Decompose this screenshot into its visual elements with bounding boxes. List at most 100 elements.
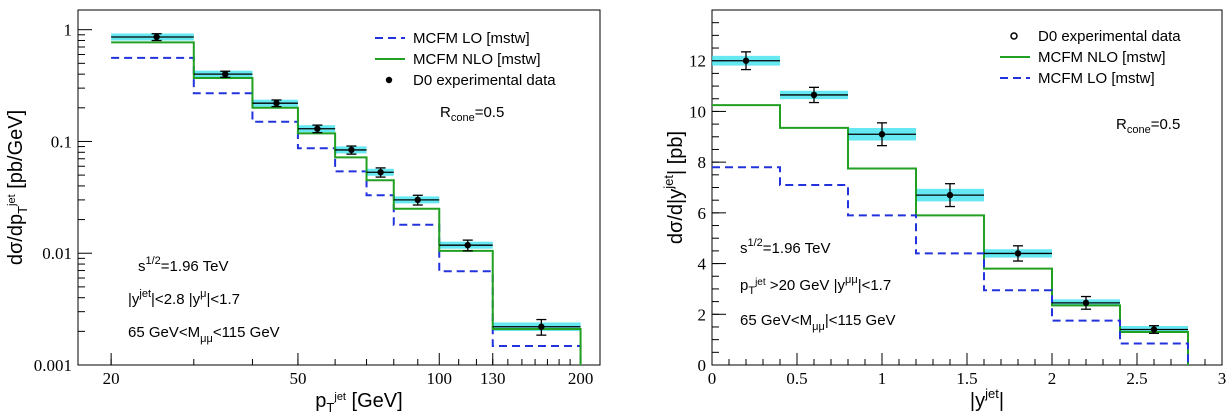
cut1-c: |<1.7 bbox=[858, 277, 892, 294]
y-axis-label: dσ/dpTjet [pb/GeV] bbox=[5, 110, 30, 265]
energy-tail: =1.96 TeV bbox=[763, 240, 831, 257]
y-axis-label-tail: | [pb] bbox=[665, 131, 687, 175]
data-point bbox=[273, 99, 280, 107]
cut1-a-sup: jet bbox=[754, 277, 766, 288]
cut2-b: <115 GeV bbox=[213, 324, 280, 341]
energy-sup: 1/2 bbox=[748, 237, 763, 249]
data-point bbox=[946, 191, 954, 199]
legend-label: MCFM NLO [mstw] bbox=[413, 51, 541, 68]
x-axis-label-tail: [GeV] bbox=[346, 390, 403, 412]
cut2-a: 65 GeV<M bbox=[740, 312, 812, 329]
rcone-annotation: Rcone=0.5 bbox=[1116, 116, 1180, 136]
data-point bbox=[878, 131, 886, 138]
x-tick-label: 130 bbox=[480, 369, 506, 388]
rcone-sub: cone bbox=[1127, 124, 1151, 136]
cut1-c: |<1.7 bbox=[206, 291, 240, 308]
x-tick-label: 100 bbox=[427, 369, 453, 388]
cut1-b-sup: μμ bbox=[845, 274, 858, 286]
legend-label: D0 experimental data bbox=[413, 72, 556, 89]
rcone-main: R bbox=[1116, 116, 1127, 133]
data-point bbox=[538, 323, 545, 330]
y-axis-label-main: dσ/dp bbox=[5, 214, 27, 265]
y-tick-label: 2 bbox=[698, 305, 707, 324]
data-point bbox=[414, 196, 421, 204]
data-point bbox=[222, 70, 229, 78]
y-axis-label-main: dσ/d|y bbox=[665, 189, 687, 244]
cut1-a-sup: jet bbox=[138, 288, 151, 300]
data-point bbox=[348, 146, 355, 154]
x-tick-label: 2.5 bbox=[1126, 369, 1147, 388]
energy-main: s bbox=[138, 258, 146, 275]
y-tick-label: 12 bbox=[689, 52, 706, 71]
y-tick-label: 8 bbox=[698, 153, 707, 172]
mass-window-annotation: 65 GeV<Mμμ|<115 GeV bbox=[740, 312, 896, 333]
y-tick-label: 0.1 bbox=[51, 132, 72, 151]
y-axis-label: dσ/d|yjet| [pb] bbox=[661, 131, 687, 244]
rcone-tail: =0.5 bbox=[1151, 116, 1181, 133]
mass-window-annotation: 65 GeV<Mμμ<115 GeV bbox=[128, 324, 280, 345]
nlo-histogram bbox=[111, 41, 582, 365]
y-tick-label: 10 bbox=[689, 102, 706, 121]
x-tick-label: 200 bbox=[568, 369, 594, 388]
cut2-a: 65 GeV<M bbox=[128, 324, 200, 341]
y-tick-label: 1 bbox=[64, 21, 73, 40]
x-axis-label-main: |y bbox=[970, 390, 985, 412]
lo-histogram bbox=[111, 56, 582, 365]
x-tick-label: 0 bbox=[708, 369, 717, 388]
cut1-a: |y bbox=[128, 291, 140, 308]
data-point bbox=[314, 125, 321, 132]
legend-marker-data bbox=[385, 76, 393, 84]
legend-label: MCFM LO [mstw] bbox=[413, 30, 530, 47]
data-point bbox=[1150, 326, 1158, 333]
legend-label: MCFM NLO [mstw] bbox=[1038, 49, 1166, 66]
rcone-main: R bbox=[440, 104, 451, 121]
y-axis-label-sup: jet bbox=[6, 194, 18, 207]
x-axis-label: pTjet [GeV] bbox=[315, 390, 402, 415]
y-tick-label: 6 bbox=[698, 204, 707, 223]
legend-label: D0 experimental data bbox=[1038, 28, 1181, 45]
x-tick-label: 1.5 bbox=[956, 369, 977, 388]
y-axis-label-sup: jet bbox=[661, 175, 676, 190]
rcone-tail: =0.5 bbox=[475, 104, 505, 121]
cut1-b: >20 GeV |y bbox=[766, 277, 846, 294]
data-point bbox=[742, 57, 750, 64]
x-tick-label: 2 bbox=[1048, 369, 1057, 388]
legend-marker-data bbox=[1010, 32, 1018, 40]
x-axis-label-sub: T bbox=[326, 400, 334, 415]
y-tick-label: 0.001 bbox=[34, 356, 72, 375]
cut2-a-sub: μμ bbox=[812, 321, 825, 333]
x-tick-label: 1 bbox=[878, 369, 887, 388]
data-point bbox=[464, 241, 471, 249]
legend-label: MCFM LO [mstw] bbox=[1038, 70, 1155, 87]
cut1-a-sub: T bbox=[748, 285, 755, 297]
rapidity-cut-annotation: |yjet|<2.8 |yμ|<1.7 bbox=[128, 288, 240, 308]
x-tick-label: 0.5 bbox=[786, 369, 807, 388]
energy-tail: =1.96 TeV bbox=[161, 258, 229, 275]
data-point bbox=[810, 91, 818, 99]
x-axis-label-sup: jet bbox=[333, 391, 346, 403]
y-tick-label: 0.01 bbox=[42, 244, 72, 263]
data-point bbox=[1082, 299, 1090, 307]
cut1-b: |<2.8 |y bbox=[151, 291, 201, 308]
plot-frame bbox=[77, 9, 601, 366]
x-axis-label-main: p bbox=[315, 390, 326, 412]
rapidity-cut-annotation: pTjet >20 GeV |yμμ|<1.7 bbox=[740, 274, 891, 297]
y-axis-label-tail: [pb/GeV] bbox=[5, 110, 27, 195]
rcone-annotation: Rcone=0.5 bbox=[440, 104, 504, 124]
data-point bbox=[377, 169, 384, 176]
y-tick-label: 4 bbox=[698, 255, 707, 274]
data-point bbox=[1014, 250, 1022, 257]
x-tick-label: 50 bbox=[289, 369, 306, 388]
data-point bbox=[153, 33, 160, 41]
x-axis-label: |yjet| bbox=[970, 386, 1004, 412]
energy-sup: 1/2 bbox=[146, 255, 161, 267]
cut1-a: p bbox=[740, 277, 748, 294]
x-axis-label-sup: jet bbox=[984, 386, 999, 401]
y-tick-label: 0 bbox=[698, 356, 707, 375]
rcone-sub: cone bbox=[451, 112, 475, 124]
cut2-a-sub: μμ bbox=[200, 333, 213, 345]
energy-main: s bbox=[740, 240, 748, 257]
